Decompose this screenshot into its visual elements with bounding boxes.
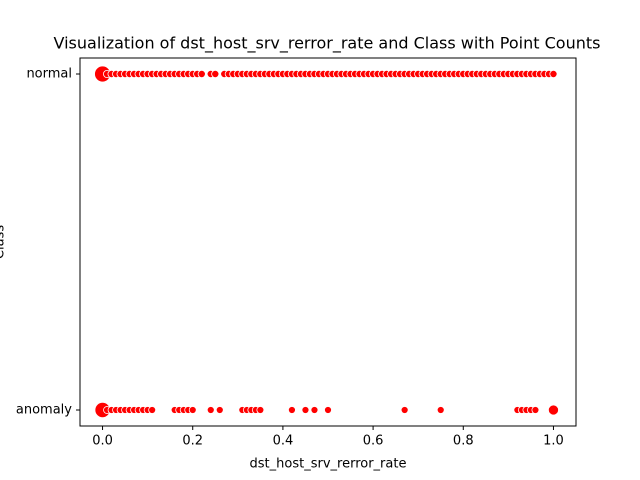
- y-tick-label: anomaly: [16, 403, 72, 418]
- x-axis-label: dst_host_srv_rerror_rate: [250, 457, 407, 472]
- point: [310, 406, 319, 414]
- point: [148, 406, 157, 414]
- point: [547, 404, 559, 416]
- chart-title: Visualization of dst_host_srv_rerror_rat…: [54, 34, 601, 54]
- point: [549, 69, 558, 79]
- point: [324, 406, 332, 414]
- point: [215, 406, 224, 414]
- plot-frame: [79, 57, 577, 427]
- y-tick-label: normal: [26, 67, 72, 82]
- x-tick-label: 0.2: [182, 434, 203, 449]
- point: [197, 69, 206, 79]
- point: [531, 406, 540, 414]
- point: [301, 406, 310, 414]
- point: [436, 406, 445, 414]
- x-tick-label: 1.0: [543, 434, 564, 449]
- point: [206, 406, 215, 414]
- point: [188, 406, 197, 414]
- x-tick-label: 0.6: [363, 434, 384, 449]
- y-axis-label: Class: [0, 225, 8, 259]
- point: [288, 406, 296, 414]
- x-tick-label: 0.4: [273, 434, 294, 449]
- x-tick-label: 0.0: [92, 434, 113, 449]
- point: [211, 69, 220, 79]
- point: [256, 406, 265, 414]
- point: [400, 406, 409, 414]
- x-tick-label: 0.8: [453, 434, 474, 449]
